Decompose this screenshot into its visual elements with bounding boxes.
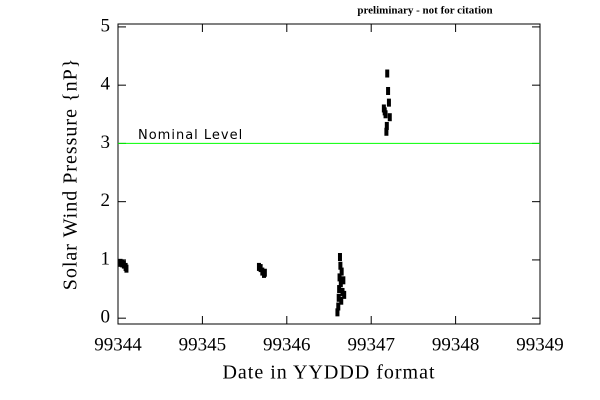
reference-label: Nominal Level [138,128,243,143]
annotation: preliminary - not for citation [357,5,492,17]
x-tick-label: 99347 [347,334,395,355]
data-point [384,127,389,136]
data-point [337,285,342,294]
data-point [341,276,346,285]
y-tick-label: 5 [101,15,111,36]
x-tick-label: 99344 [94,334,142,355]
data-point [384,121,389,130]
data-point [385,69,390,78]
x-axis-label: Date in YYDDD format [222,362,435,384]
data-point [124,264,129,273]
data-point [262,268,267,277]
data-point [342,290,347,299]
y-tick-label: 1 [101,248,111,269]
data-point [387,113,392,122]
y-tick-label: 2 [101,190,111,211]
data-point [336,302,341,311]
y-tick-label: 0 [101,307,111,328]
data-point [338,261,343,270]
data-point [386,86,391,95]
y-axis-label: Solar Wind Pressure {nP} [60,58,82,291]
x-tick-label: 99346 [263,334,311,355]
y-tick-label: 4 [101,74,111,95]
x-tick-label: 99345 [179,334,227,355]
data-point [383,110,388,119]
plot-frame [117,23,541,325]
data-point [337,273,342,282]
data-point [337,253,342,262]
x-tick-label: 99348 [432,334,480,355]
data-point [339,267,344,276]
x-tick-label: 99349 [516,334,564,355]
data-point [336,293,341,302]
data-point [335,308,340,317]
data-point [339,296,344,305]
y-tick-label: 3 [101,132,111,153]
data-point [386,98,391,107]
data-point [338,279,343,288]
